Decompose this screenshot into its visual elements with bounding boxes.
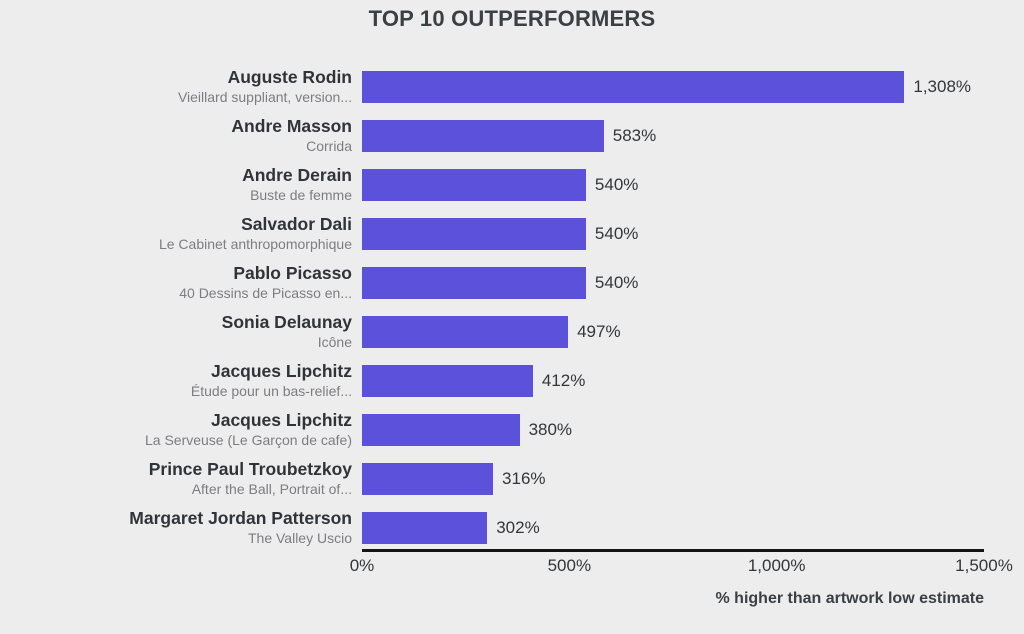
bar-value-label: 380% (528, 419, 573, 439)
artwork-title: After the Ball, Portrait of... (191, 481, 352, 497)
x-axis-tick-label: 1,500% (955, 556, 1013, 575)
bar-row: Pablo Picasso 40 Dessins de Picasso en..… (0, 258, 1024, 307)
bar-row: Salvador Dali Le Cabinet anthropomorphiq… (0, 209, 1024, 258)
row-label-block: Sonia Delaunay Icône (0, 312, 362, 351)
bar-value-label: 583% (612, 125, 657, 145)
x-axis-tick-label: 0% (349, 556, 375, 575)
artwork-title: Vieillard suppliant, version... (177, 89, 352, 105)
artwork-title: Icône (317, 334, 352, 350)
bar-row: Jacques Lipchitz Étude pour un bas-relie… (0, 356, 1024, 405)
bar (362, 119, 604, 152)
bar (362, 217, 586, 250)
bar-track: 316% (362, 462, 984, 495)
bar-track: 540% (362, 217, 984, 250)
artwork-title: Étude pour un bas-relief... (190, 383, 352, 399)
bar-row: Auguste Rodin Vieillard suppliant, versi… (0, 62, 1024, 111)
bar-value-label: 302% (496, 517, 540, 537)
bar-row: Prince Paul Troubetzkoy After the Ball, … (0, 454, 1024, 503)
bar (362, 315, 569, 348)
x-axis-ticks: 0% 500% 1,000% 1,500% (350, 556, 1013, 576)
row-label-block: Jacques Lipchitz La Serveuse (Le Garçon … (0, 410, 362, 449)
bar-value-label: 316% (502, 468, 546, 488)
artist-name: Sonia Delaunay (221, 312, 352, 332)
bar-track: 380% (362, 413, 984, 446)
row-label-block: Pablo Picasso 40 Dessins de Picasso en..… (0, 263, 362, 302)
artwork-title: Le Cabinet anthropomorphique (158, 236, 352, 252)
artwork-title: Buste de femme (250, 187, 352, 203)
bar (362, 168, 586, 201)
artist-name: Andre Masson (231, 116, 352, 136)
artwork-title: La Serveuse (Le Garçon de cafe) (144, 432, 352, 448)
row-label-block: Andre Masson Corrida (0, 116, 362, 155)
artist-name: Auguste Rodin (227, 67, 352, 87)
bar-value-label: 540% (594, 272, 639, 292)
bar (362, 413, 520, 446)
chart-title: TOP 10 OUTPERFORMERS (368, 6, 656, 31)
bar-track: 583% (362, 119, 984, 152)
bar-row: Andre Derain Buste de femme 540% (0, 160, 1024, 209)
artwork-title: 40 Dessins de Picasso en... (179, 285, 352, 301)
artist-name: Andre Derain (242, 165, 352, 185)
bar-value-label: 497% (577, 321, 621, 341)
bar-track: 540% (362, 168, 984, 201)
row-label-block: Andre Derain Buste de femme (0, 165, 362, 204)
bar-track: 540% (362, 266, 984, 299)
bar-rows: Auguste Rodin Vieillard suppliant, versi… (0, 62, 1024, 552)
artist-name: Salvador Dali (241, 214, 352, 234)
row-label-block: Prince Paul Troubetzkoy After the Ball, … (0, 459, 362, 498)
artist-name: Pablo Picasso (233, 263, 352, 283)
bar (362, 462, 494, 495)
x-axis-tick-label: 500% (547, 556, 592, 575)
bar-value-label: 540% (594, 174, 639, 194)
artwork-title: Corrida (306, 138, 352, 154)
bar (362, 70, 905, 103)
bar (362, 266, 586, 299)
bar-track: 497% (362, 315, 984, 348)
artist-name: Jacques Lipchitz (210, 361, 352, 381)
bar (362, 511, 488, 544)
bar-value-label: 412% (541, 370, 586, 390)
bar-track: 1,308% (362, 70, 984, 103)
bar-track: 412% (362, 364, 984, 397)
row-label-block: Auguste Rodin Vieillard suppliant, versi… (0, 67, 362, 106)
bar-row: Margaret Jordan Patterson The Valley Usc… (0, 503, 1024, 552)
x-axis-tick-label: 1,000% (747, 556, 806, 575)
row-label-block: Margaret Jordan Patterson The Valley Usc… (0, 508, 362, 547)
artist-name: Margaret Jordan Patterson (129, 508, 352, 528)
bar (362, 364, 533, 397)
x-axis-line (362, 549, 984, 552)
bar-row: Andre Masson Corrida 583% (0, 111, 1024, 160)
artwork-title: The Valley Uscio (247, 530, 352, 546)
bar-track: 302% (362, 511, 984, 544)
bar-value-label: 540% (594, 223, 639, 243)
artist-name: Prince Paul Troubetzkoy (148, 459, 352, 479)
x-axis-caption: % higher than artwork low estimate (715, 590, 985, 607)
bar-row: Jacques Lipchitz La Serveuse (Le Garçon … (0, 405, 1024, 454)
bar-row: Sonia Delaunay Icône 497% (0, 307, 1024, 356)
artist-name: Jacques Lipchitz (210, 410, 352, 430)
row-label-block: Jacques Lipchitz Étude pour un bas-relie… (0, 361, 362, 400)
bar-value-label: 1,308% (913, 76, 972, 96)
row-label-block: Salvador Dali Le Cabinet anthropomorphiq… (0, 214, 362, 253)
